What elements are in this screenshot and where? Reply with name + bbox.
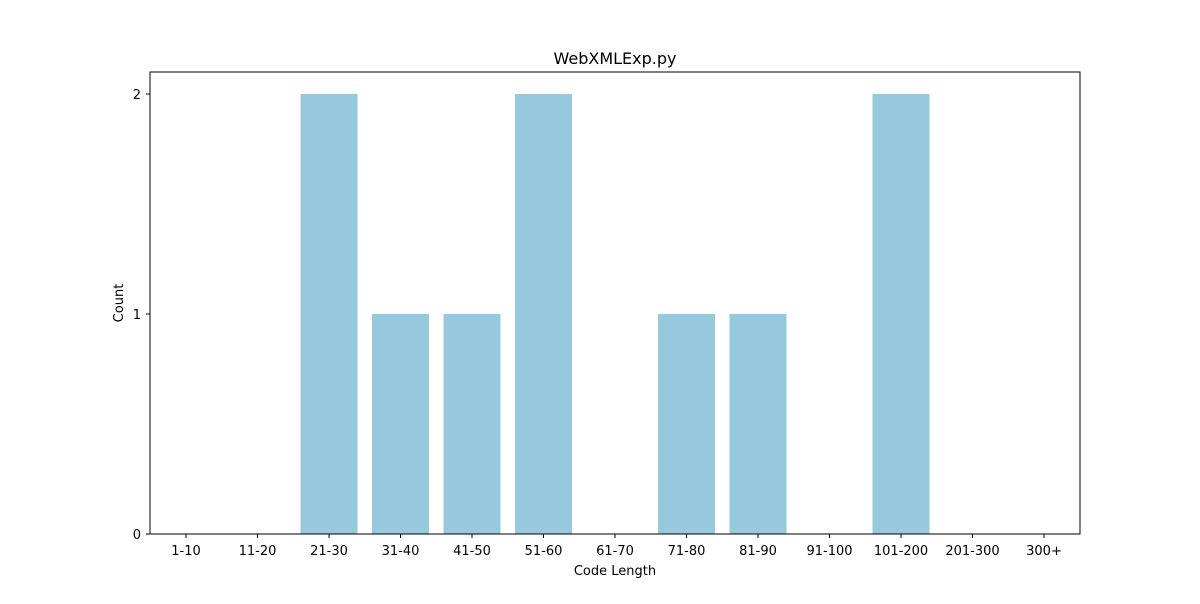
x-tick-label: 61-70 — [596, 544, 634, 559]
x-tick-label: 81-90 — [739, 544, 777, 559]
x-tick-label: 201-300 — [945, 544, 999, 559]
bar-41-50 — [443, 314, 501, 534]
x-tick-label: 51-60 — [525, 544, 563, 559]
x-tick-label: 101-200 — [874, 544, 928, 559]
x-axis-ticks: 1-10 11-20 21-30 31-40 41-50 51-60 61-70 71-80 8… — [171, 534, 1062, 559]
x-tick-label: 21-30 — [310, 544, 348, 559]
x-tick-label: 91-100 — [806, 544, 852, 559]
plot-area-frame — [149, 71, 1081, 535]
bar-81-90 — [729, 314, 787, 534]
x-tick-label: 71-80 — [668, 544, 706, 559]
chart-title: WebXMLExp.py — [553, 49, 676, 68]
x-tick-label: 11-20 — [239, 544, 277, 559]
x-tick-label: 41-50 — [453, 544, 491, 559]
bars-layer — [300, 94, 930, 534]
bar-51-60 — [515, 94, 572, 534]
bar-31-40 — [372, 314, 429, 534]
y-tick-label: 2 — [133, 88, 141, 103]
bar-101-200 — [872, 94, 930, 534]
x-tick-label: 300+ — [1026, 544, 1062, 559]
bar-21-30 — [300, 94, 358, 534]
y-axis-ticks: 0 1 2 — [133, 88, 150, 543]
y-tick-label: 0 — [133, 528, 141, 543]
x-tick-label: 31-40 — [382, 544, 420, 559]
x-tick-label: 1-10 — [171, 544, 201, 559]
y-tick-label: 1 — [133, 308, 141, 323]
bar-71-80 — [658, 314, 715, 534]
y-axis-label: Count — [112, 284, 127, 323]
x-axis-label: Code Length — [574, 564, 656, 579]
